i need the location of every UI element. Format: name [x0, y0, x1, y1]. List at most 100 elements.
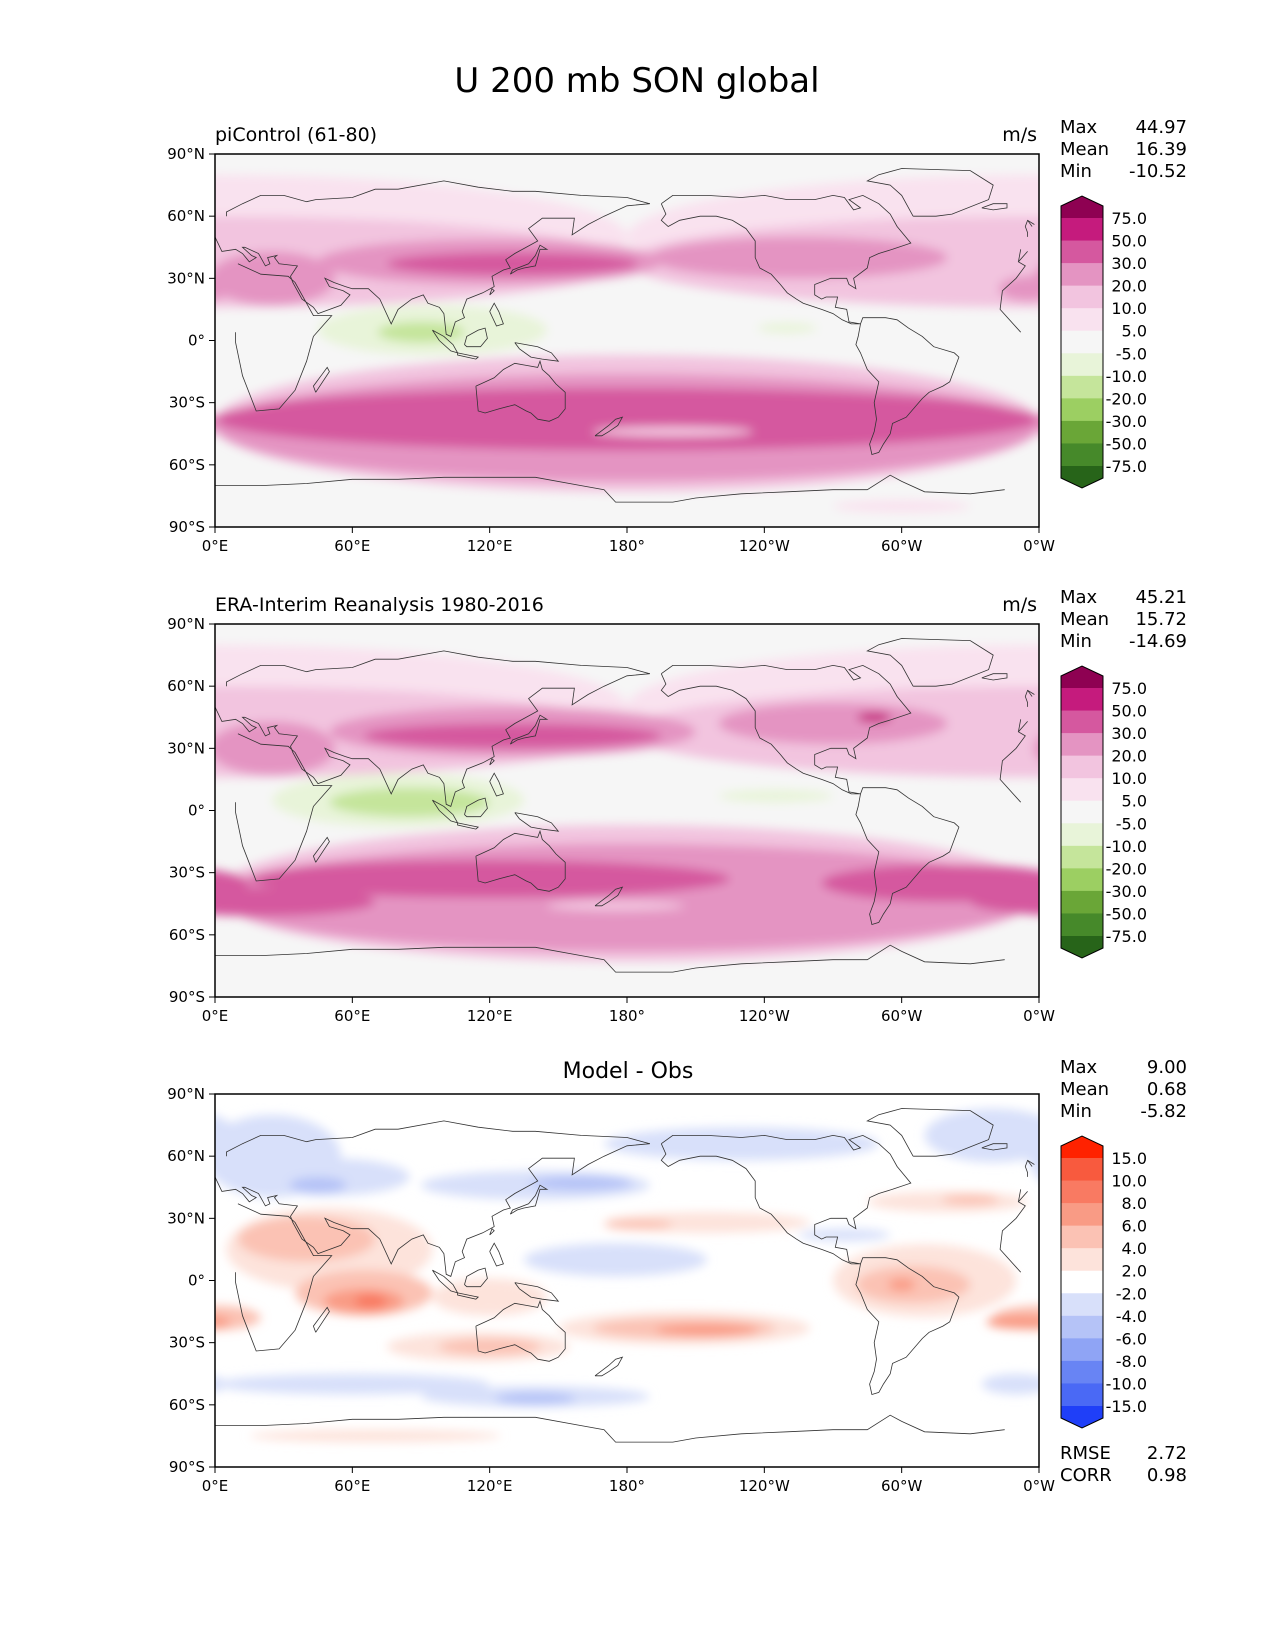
panel-picontrol: piControl (61-80) m/s Max Mean Min 44.97… — [215, 117, 1187, 182]
colorbar-level-label: -2.0 — [1116, 1284, 1147, 1303]
colorbar-bin — [1061, 733, 1103, 757]
lon-tick-label: 120°W — [739, 1477, 790, 1495]
coastline — [866, 1108, 994, 1157]
contour-region — [1188, 723, 1275, 748]
lon-tick-label: 60°W — [881, 1007, 923, 1025]
contour-region — [215, 1373, 490, 1395]
stat-min-value: -10.52 — [1129, 161, 1187, 182]
coastline — [1024, 219, 1035, 237]
colorbar-bin — [1061, 353, 1103, 377]
coastline — [489, 302, 504, 327]
coastline — [312, 836, 330, 863]
contour-region — [432, 1278, 547, 1316]
colorbar-level-label: 20.0 — [1111, 747, 1147, 766]
lat-tick-label: 90°S — [169, 518, 205, 536]
colorbar-bin — [1061, 398, 1103, 422]
lon-tick-label: 0°W — [1023, 1477, 1055, 1495]
colorbar-bin — [1061, 688, 1103, 712]
contour-region — [1073, 860, 1275, 897]
contour-region — [757, 322, 817, 334]
coastline — [475, 829, 566, 892]
contour-region — [1033, 737, 1039, 760]
contour-region — [32, 1266, 146, 1303]
coastline — [594, 416, 624, 437]
colorbar-level-label: 50.0 — [1111, 232, 1147, 251]
lat-tick-label: 90°S — [169, 1458, 205, 1476]
contour-region — [604, 1219, 673, 1230]
colorbar-level-label: 8.0 — [1122, 1194, 1147, 1213]
colorbar-bin — [1061, 1158, 1103, 1182]
contour-region — [215, 251, 336, 306]
colorbar-bin — [1061, 710, 1103, 734]
coastline — [312, 366, 330, 393]
coastline — [457, 352, 480, 360]
coastline — [660, 1134, 960, 1396]
contour-region — [924, 1108, 1039, 1163]
colorbar-level-label: 5.0 — [1122, 792, 1147, 811]
lat-tick-label: 90°N — [167, 145, 205, 163]
stat-min-label: Min — [1060, 161, 1092, 182]
colorbar-level-label: -10.0 — [1106, 367, 1147, 386]
colorbar-bin — [1061, 800, 1103, 824]
map-panel-1: 90°N 60°N 30°N 0° 30°S 60°S 90°S0°E 60°E 120°E 18… — [0, 615, 1275, 1025]
colorbar-bin — [1061, 755, 1103, 779]
lon-tick-label: 120°W — [739, 1007, 790, 1025]
colorbar-level-label: 30.0 — [1111, 724, 1147, 743]
contour-field — [0, 624, 1275, 997]
lat-tick-label: 30°S — [169, 394, 205, 412]
coastline — [489, 757, 495, 766]
colorbar-level-label: 10.0 — [1111, 1172, 1147, 1191]
colorbar-bin — [1061, 308, 1103, 332]
coastline — [514, 1282, 560, 1302]
colorbar-extend-top — [1061, 196, 1103, 218]
colorbar-bin — [1061, 443, 1103, 467]
panel-units: m/s — [1002, 124, 1037, 146]
colorbar-bin — [1061, 890, 1103, 914]
stat-mean-label: Mean — [1060, 139, 1109, 160]
coastline — [660, 194, 960, 456]
coastline — [489, 1227, 495, 1236]
contour-region — [655, 1324, 759, 1337]
contour-region — [970, 888, 1039, 915]
colorbar-level-label: 15.0 — [1111, 1149, 1147, 1168]
contour-region — [215, 388, 1039, 451]
lat-tick-label: 60°S — [169, 926, 205, 944]
colorbar-level-label: 30.0 — [1111, 254, 1147, 273]
stat-rmse-label: RMSE — [1060, 1443, 1111, 1464]
lon-tick-label: 0°W — [1023, 1007, 1055, 1025]
colorbar-bin — [1061, 845, 1103, 869]
stat-mean-label: Mean — [1060, 609, 1109, 630]
lon-tick-label: 0°E — [202, 537, 229, 555]
contour-region — [0, 237, 123, 278]
contour-region — [215, 1376, 227, 1392]
contour-region — [649, 236, 948, 279]
contour-region — [0, 1127, 55, 1160]
stat-max-label: Max — [1060, 117, 1098, 138]
colorbar-extend-top — [1061, 666, 1103, 688]
stat-mean-value: 15.72 — [1135, 609, 1187, 630]
coastline — [215, 1414, 1005, 1443]
map-panel-2: 90°N 60°N 30°N 0° 30°S 60°S 90°S0°E 60°E 120°E 18… — [0, 1085, 1055, 1495]
contour-region — [215, 1115, 238, 1156]
stat-rmse-value: 2.72 — [1147, 1443, 1187, 1464]
colorbar-level-label: -50.0 — [1106, 434, 1147, 453]
colorbar-bin — [1061, 1270, 1103, 1294]
lon-tick-label: 0°W — [1023, 537, 1055, 555]
stat-min-label: Min — [1060, 631, 1092, 652]
coastline — [475, 1299, 566, 1362]
contour-region — [64, 1278, 91, 1290]
contour-region — [1153, 788, 1275, 817]
colorbar-bin — [1061, 778, 1103, 802]
colorbar-level-label: -20.0 — [1106, 389, 1147, 408]
contour-region — [0, 703, 123, 744]
lat-tick-label: 60°N — [167, 677, 205, 695]
lon-tick-label: 120°E — [467, 1007, 513, 1025]
contour-region — [215, 277, 233, 301]
colorbar-level-label: 75.0 — [1111, 209, 1147, 228]
stat-max-value: 45.21 — [1135, 587, 1187, 608]
panel-model-minus-obs: Model - Obs Max Mean Min 9.00 0.68 -5.82… — [563, 1057, 1187, 1486]
colorbar-level-label: -4.0 — [1116, 1307, 1147, 1326]
stat-min-value: -14.69 — [1129, 631, 1187, 652]
figure-suptitle: U 200 mb SON global — [454, 61, 819, 101]
contour-region — [118, 1195, 175, 1205]
